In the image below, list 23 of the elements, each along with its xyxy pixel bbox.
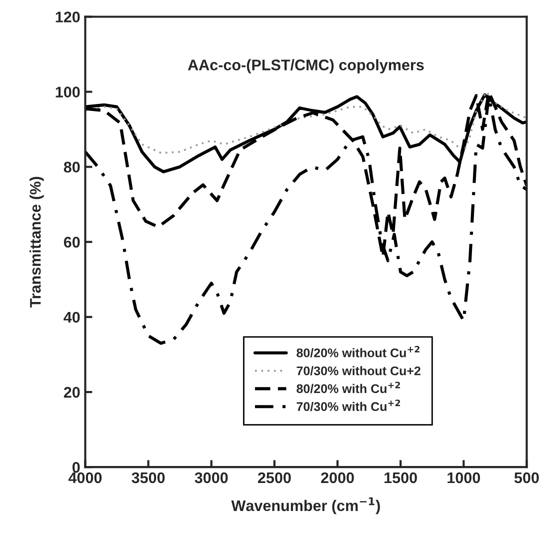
legend-label: 80/20% without Cu$^{+2}$ bbox=[296, 346, 420, 358]
x-tick-label: 500 bbox=[514, 472, 539, 484]
y-tick-label: 60 bbox=[64, 236, 80, 248]
x-tick-label: 1500 bbox=[384, 472, 417, 484]
legend-label: 80/20% with Cu$^{+2}$ bbox=[296, 382, 400, 394]
y-tick-label: 40 bbox=[64, 312, 80, 323]
line-series bbox=[85, 90, 527, 154]
legend-label: 70/30% with Cu$^{+2}$ bbox=[296, 400, 400, 412]
x-tick-label: 3500 bbox=[132, 472, 165, 484]
x-tick-label: 2000 bbox=[321, 472, 354, 484]
x-tick-label: 4000 bbox=[68, 472, 102, 484]
y-tick-label: 80 bbox=[64, 162, 80, 173]
annotation: AAc-co-(PLST/CMC) copolymers bbox=[188, 59, 424, 74]
y-tick-label: 100 bbox=[56, 86, 80, 98]
x-tick-label: 1000 bbox=[448, 472, 480, 484]
y-tick-label: 0 bbox=[72, 462, 80, 473]
y-tick-label: 20 bbox=[64, 386, 80, 398]
x-axis-title: Wavenumber (cm$^{−1}$) bbox=[231, 497, 380, 514]
y-axis-title: Transmittance (%) bbox=[30, 176, 44, 308]
x-tick-label: 2500 bbox=[258, 472, 291, 484]
legend-label: 70/30% without Cu+2 bbox=[296, 366, 420, 376]
y-tick-label: 120 bbox=[56, 12, 80, 22]
x-tick-label: 3000 bbox=[194, 472, 228, 484]
